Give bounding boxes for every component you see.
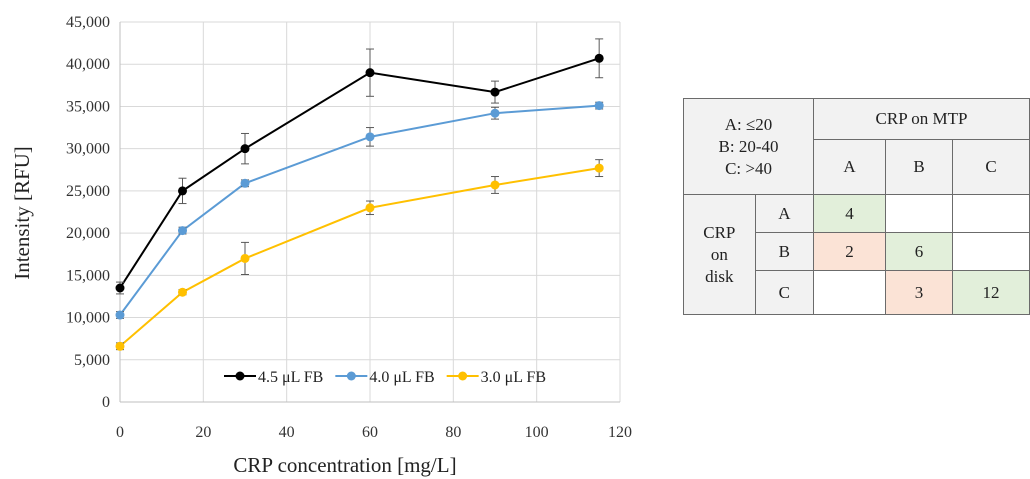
data-point	[594, 53, 604, 63]
chart-legend: 4.5 μL FB 4.0 μL FB 3.0 μL FB	[224, 369, 546, 386]
x-tick-label: 20	[195, 424, 211, 441]
y-tick-labels: 0 5,000 10,000 15,000 20,000 25,000 30,000 35,0…	[66, 14, 110, 411]
row-header-line: CRP	[703, 222, 736, 242]
data-point	[178, 226, 187, 236]
row-label: B	[754, 232, 815, 271]
legend-line: B: 20-40	[718, 136, 779, 156]
data-point	[178, 287, 187, 297]
y-tick-label: 5,000	[74, 352, 110, 369]
data-point	[115, 341, 125, 351]
data-point	[365, 132, 375, 142]
x-axis-title: CRP concentration [mg/L]	[233, 453, 456, 477]
series-group	[115, 38, 604, 295]
comparison-table: A: ≤20 B: 20-40 C: >40 CRP on MTP A B C …	[682, 98, 1030, 315]
col-label: C	[952, 139, 1030, 195]
col-label: A	[813, 139, 886, 195]
x-tick-label: 100	[525, 424, 549, 441]
row-label: A	[754, 194, 815, 233]
series-line	[119, 104, 600, 316]
table-cell	[952, 194, 1030, 233]
col-header-cell: CRP on MTP	[813, 98, 1030, 140]
row-header-line: on	[710, 244, 728, 264]
table-cell	[884, 194, 954, 233]
line-chart: 0 5,000 10,000 15,000 20,000 25,000 30,000 35,0…	[10, 14, 632, 477]
legend-entry: 4.5 μL FB	[258, 369, 323, 386]
col-label: B	[884, 139, 954, 195]
legend-line: A: ≤20	[724, 114, 773, 134]
table-cell: 6	[884, 232, 954, 271]
data-point	[240, 178, 250, 188]
x-tick-labels: 0 20 40 60 80 100 120	[116, 424, 632, 441]
y-tick-label: 15,000	[66, 267, 110, 284]
y-tick-label: 40,000	[66, 56, 110, 73]
data-point	[115, 310, 125, 320]
table-cell: 3	[884, 270, 954, 315]
data-point	[240, 144, 250, 154]
data-point	[490, 180, 500, 190]
y-tick-label: 20,000	[66, 225, 110, 242]
y-tick-label: 25,000	[66, 183, 110, 200]
y-tick-label: 35,000	[66, 98, 110, 115]
chart-axes	[119, 22, 620, 403]
row-header-cell: CRP on disk	[683, 194, 756, 315]
legend-swatch-marker	[235, 371, 245, 381]
y-tick-label: 0	[102, 394, 110, 411]
y-tick-label: 45,000	[66, 14, 110, 31]
data-point	[240, 253, 250, 263]
y-tick-label: 10,000	[66, 310, 110, 327]
legend-swatch-marker	[346, 371, 356, 381]
table-cell: 4	[813, 194, 886, 233]
data-point	[490, 108, 500, 118]
x-tick-label: 0	[116, 424, 124, 441]
data-point	[115, 283, 125, 293]
data-point	[490, 87, 500, 97]
x-tick-label: 120	[608, 424, 632, 441]
data-point	[594, 101, 604, 111]
chart-series	[115, 38, 604, 351]
row-label: C	[754, 270, 815, 315]
table-cell: 2	[813, 232, 886, 271]
legend-entry: 4.0 μL FB	[369, 369, 434, 386]
x-tick-label: 40	[279, 424, 295, 441]
row-header-line: disk	[705, 266, 734, 286]
table-legend-cell: A: ≤20 B: 20-40 C: >40	[682, 98, 815, 195]
data-point	[365, 203, 375, 213]
y-tick-label: 30,000	[66, 141, 110, 158]
x-tick-label: 80	[445, 424, 461, 441]
data-point	[365, 68, 375, 78]
legend-swatch-marker	[458, 371, 468, 381]
x-tick-label: 60	[362, 424, 378, 441]
table-cell: 12	[952, 270, 1030, 315]
series-group	[115, 101, 604, 320]
legend-entry: 3.0 μL FB	[481, 369, 546, 386]
y-axis-title: Intensity [RFU]	[10, 146, 34, 280]
data-point	[178, 186, 187, 196]
table-cell	[813, 270, 886, 315]
legend-line: C: >40	[725, 158, 772, 178]
series-line	[119, 167, 600, 348]
series-group	[115, 159, 604, 351]
series-line	[119, 57, 600, 289]
data-point	[594, 163, 604, 173]
table-cell	[952, 232, 1030, 271]
